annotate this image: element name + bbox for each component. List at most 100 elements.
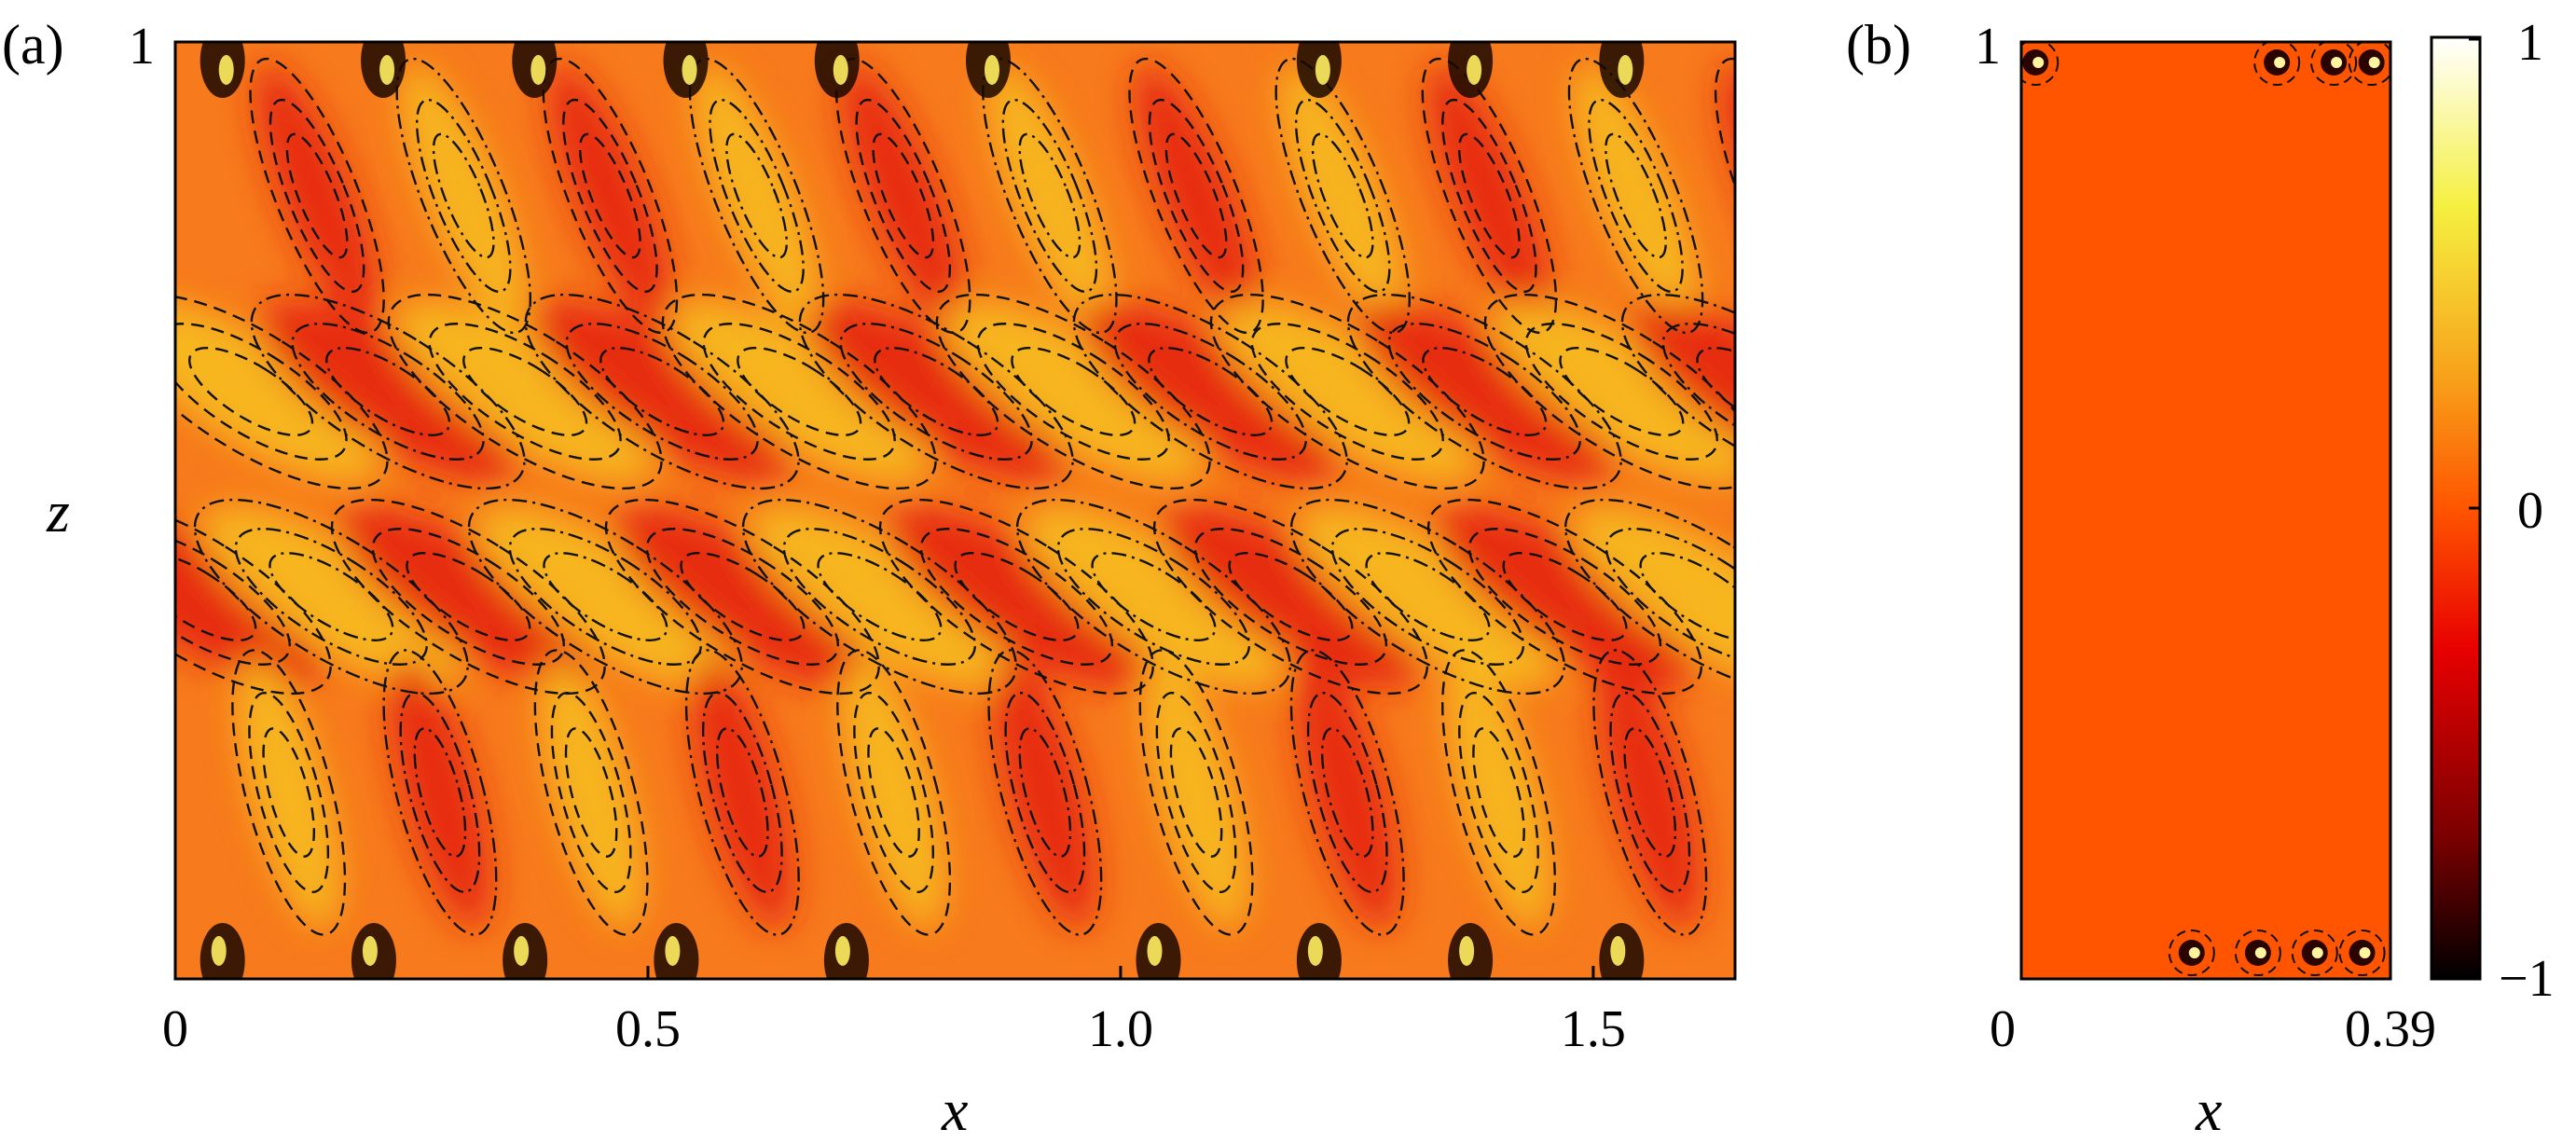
panel-a-contour <box>817 552 943 641</box>
panel-a-contour <box>680 552 806 641</box>
panel-a-contour <box>867 727 920 858</box>
panel-a-plume-bottom-core <box>665 936 681 966</box>
panel-a-contour <box>1294 98 1391 294</box>
panel-a-band <box>695 65 819 326</box>
panel-b-vortex-contour <box>2310 42 2358 86</box>
panel-a-contour <box>1441 649 1557 936</box>
panel-a-band <box>540 656 642 929</box>
panel-a-contour <box>1365 552 1491 641</box>
panel-a-plume-top-core <box>833 55 848 85</box>
panel-a-contour <box>1274 57 1411 335</box>
panel-a-contour <box>645 528 840 666</box>
panel-a-band <box>395 301 654 482</box>
panel-a-contour <box>1320 727 1374 858</box>
panel-b-field <box>2021 42 2390 979</box>
panel-b-vortex-contour <box>2338 930 2386 976</box>
panel-a-band <box>1161 506 1421 687</box>
panel-a-band <box>994 656 1096 929</box>
panel-a-band <box>1145 656 1247 929</box>
panel-a-contour <box>1457 132 1521 259</box>
panel-b-vortex-contour <box>2021 42 2059 86</box>
panel-a-contour <box>836 649 952 936</box>
panel-a-contour <box>1639 552 1735 641</box>
panel-a-plume-bottom-core <box>211 936 227 966</box>
panel-a-contour <box>330 498 606 695</box>
panel-a-band <box>1081 301 1341 482</box>
panel-a-contour <box>1148 347 1274 436</box>
panel-a-band <box>1218 301 1478 482</box>
panel-a-contour <box>371 528 565 666</box>
panel-a-band <box>255 65 379 326</box>
panel-b-vortex-core <box>2254 947 2266 958</box>
panel-a-contour <box>1592 649 1708 936</box>
panel-a-plume-top-core <box>530 55 546 85</box>
panel-a-contour <box>599 347 725 436</box>
panel-b-xtick-label: 0 <box>1990 1000 2016 1058</box>
panel-a-band <box>258 301 517 482</box>
panel-a-xlabel: x <box>941 1077 968 1143</box>
panel-b-frame <box>2019 40 2392 981</box>
panel-a-plume-top-core <box>218 55 234 85</box>
panel-a-contour <box>234 528 428 666</box>
panel-a-contour <box>1018 727 1072 858</box>
panel-a-contour <box>982 57 1118 335</box>
panel-a-contour <box>175 293 389 490</box>
panel-a-contour <box>1588 98 1684 294</box>
panel-a-contour <box>175 528 291 666</box>
panel-a-contour <box>954 552 1080 641</box>
panel-a-contour <box>1387 323 1581 461</box>
panel-a-contour <box>1467 528 1662 666</box>
panel-a-contour <box>428 323 622 461</box>
panel-a-plume-top-core <box>379 55 395 85</box>
panel-a-contour <box>1472 727 1525 858</box>
panel-a-contour <box>1091 552 1217 641</box>
panel-a-band <box>842 656 945 929</box>
panel-b-vortex-contour <box>2234 930 2281 976</box>
panel-a-xtick-label: 0.5 <box>615 1000 681 1058</box>
panel-a-contour <box>688 57 825 335</box>
panel-a-contour <box>737 347 862 436</box>
panel-a-plume-bottom-core <box>1610 936 1626 966</box>
panel-a-band <box>475 506 736 687</box>
panel-a-band <box>841 65 966 326</box>
panel-a-xticks: 0 0.5 1.0 1.5 <box>162 966 1626 1058</box>
panel-a-band <box>175 301 380 482</box>
panel-a-contour <box>604 498 880 695</box>
panel-a-band <box>1447 656 1550 929</box>
panel-a-contour <box>1155 691 1237 894</box>
panel-a-band <box>987 65 1112 326</box>
panel-a-contour <box>661 293 937 490</box>
panel-a-plume-bottom-core <box>362 936 378 966</box>
panel-a-contour <box>702 323 896 461</box>
panel-a-band <box>1435 506 1695 687</box>
panel-a-contour <box>1285 347 1411 436</box>
panel-b-xticks: 0 0.39 <box>1990 1000 2436 1058</box>
panel-a-contour <box>987 649 1103 936</box>
panel-a-contour <box>1056 528 1251 666</box>
panel-a-band <box>1296 656 1399 929</box>
panel-a-contour <box>399 691 481 894</box>
panel-a-contour <box>1018 132 1081 259</box>
panel-a-contour <box>874 347 999 436</box>
panel-a-contour <box>550 691 632 894</box>
panel-a-band <box>750 506 1010 687</box>
panel-a-plume-bottom-core <box>1307 936 1323 966</box>
panel-a-band <box>1355 301 1615 482</box>
panel-a-contour <box>462 347 588 436</box>
panel-a-contour <box>285 132 349 259</box>
panel-a-contour <box>406 552 531 641</box>
panel-a-label: (a) <box>2 14 64 76</box>
panel-a-band <box>1572 506 1735 687</box>
panel-a-contour <box>175 498 332 695</box>
panel-a-band <box>806 301 1067 482</box>
panel-a-contour <box>684 649 800 936</box>
colorbar-tick-0: 0 <box>2517 482 2543 540</box>
panel-a-contour <box>193 498 469 695</box>
panel-a-band <box>887 506 1147 687</box>
panel-a-band <box>389 656 491 929</box>
panel-a-field <box>175 42 1735 979</box>
panel-a-contour <box>1559 347 1685 436</box>
panel-a-contour <box>175 323 348 461</box>
panel-a-contour <box>1502 552 1628 641</box>
panel-a-contour <box>1001 98 1098 294</box>
